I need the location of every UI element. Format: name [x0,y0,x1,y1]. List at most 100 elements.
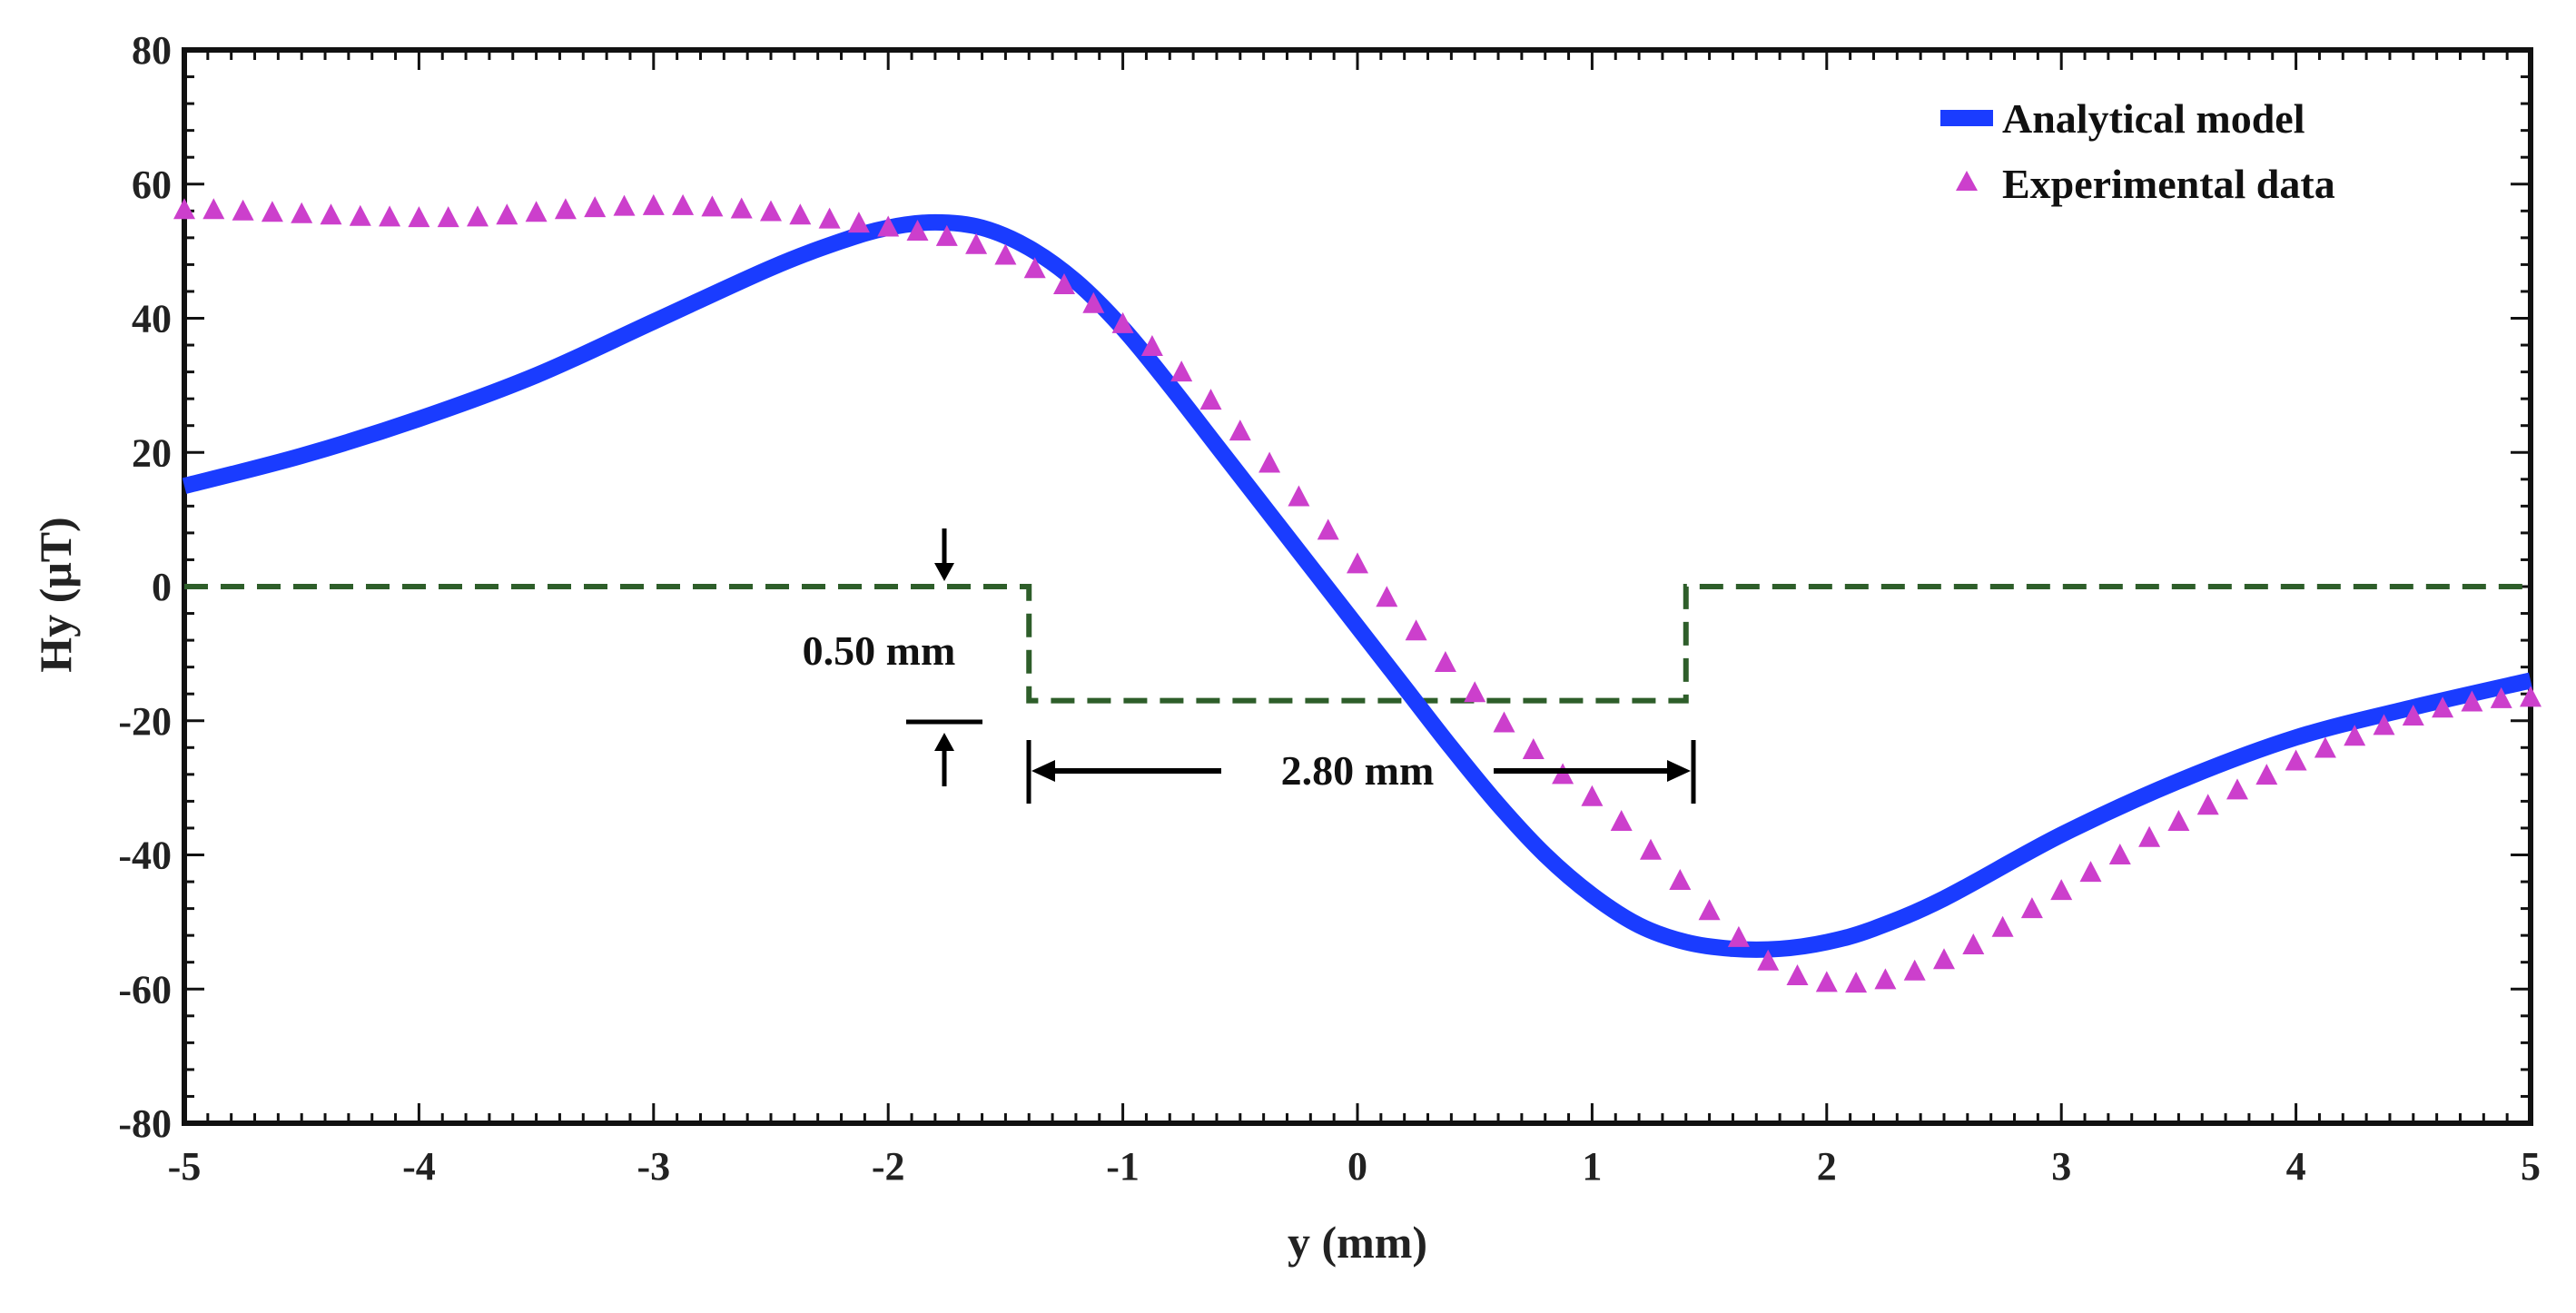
experimental-point [1376,586,1398,607]
experimental-point [1199,389,1222,410]
x-tick-label: 2 [1817,1144,1837,1189]
experimental-point [320,203,342,225]
experimental-point [789,203,812,225]
legend-label-analytical: Analytical model [2002,95,2305,142]
experimental-point [2079,861,2102,883]
y-tick-label: 60 [132,163,172,207]
depth-arrow-top-head [934,563,954,581]
experimental-point [2432,696,2454,718]
experimental-point [1903,959,1926,981]
y-tick-label: 80 [132,28,172,73]
experimental-point [2461,690,2483,712]
experimental-point [994,243,1017,265]
width-left-head [1031,760,1055,782]
depth-annotation: 0.50 mm [803,528,982,786]
experimental-point [2226,778,2248,800]
experimental-point [1317,518,1339,540]
experimental-point [379,205,401,227]
experimental-point [496,203,518,225]
legend-triangle-swatch [1956,171,1978,191]
experimental-point [877,215,900,237]
x-axis-title: y (mm) [1288,1217,1427,1268]
experimental-point [1991,915,2014,937]
y-axis-title: Hy (μT) [30,517,81,672]
legend-label-experimental: Experimental data [2002,161,2335,207]
notch-profile-layer [184,584,2531,704]
y-tick-label: -40 [118,834,172,878]
experimental-point [760,200,782,222]
experimental-point [965,232,988,254]
experimental-point [408,206,430,228]
experimental-point [672,193,695,215]
experimental-point [1347,552,1368,574]
experimental-point [1757,949,1780,971]
experimental-point [2373,714,2395,735]
experimental-point [2167,810,2190,832]
experimental-point [1727,925,1750,947]
x-tick-label: 4 [2286,1144,2306,1189]
analytical-model-line [182,213,2533,958]
depth-label: 0.50 mm [803,627,956,674]
experimental-point [935,224,958,246]
experimental-point [1640,838,1662,860]
experimental-point [1023,257,1046,279]
experimental-point [847,212,870,233]
x-tick-label: -3 [637,1144,670,1189]
experimental-point [2020,897,2043,919]
y-tick-label: 0 [152,565,172,609]
experimental-point [349,204,371,226]
experimental-point [232,199,254,221]
experimental-point [2108,843,2131,864]
x-tick-label: -1 [1106,1144,1140,1189]
depth-arrow-bottom-head [934,733,954,751]
experimental-point [1258,451,1281,473]
experimental-point [1493,711,1515,733]
width-annotation: 2.80 mm [1026,740,1696,804]
experimental-point [2314,736,2336,758]
experimental-point [1288,485,1310,507]
series-layer [173,193,2541,993]
x-tick-label: -4 [402,1144,436,1189]
experimental-point [173,198,195,220]
y-tick-label: -20 [118,699,172,744]
x-tick-label: -5 [168,1144,202,1189]
experimental-point [1698,899,1721,921]
experimental-point [1170,360,1193,382]
experimental-point [2196,794,2219,815]
experimental-point [642,193,665,215]
x-tick-label: 0 [1347,1144,1367,1189]
experimental-point [2050,879,2073,901]
experimental-point [730,197,753,219]
x-tick-label: -2 [872,1144,905,1189]
experimental-point [467,205,489,227]
x-tick-label: 1 [1582,1144,1602,1189]
experimental-point [584,196,607,218]
y-tick-label: -60 [118,967,172,1012]
experimental-point [2285,749,2307,771]
experimental-point [1581,785,1604,806]
experimental-point [261,201,283,222]
experimental-point [1405,619,1427,641]
experimental-point [613,194,636,216]
width-right-head [1667,760,1691,782]
experimental-point [2490,686,2512,708]
experimental-point [1140,335,1163,357]
ticks-layer: -5 -4 -3 -2 -1 0 1 2 3 4 5 80 60 40 20 0 -20 -40 -60 -80 [118,28,2541,1189]
experimental-point [1610,810,1633,832]
experimental-point [701,195,724,217]
y-tick-label: 20 [132,430,172,475]
x-tick-label: 3 [2051,1144,2071,1189]
experimental-point [1434,650,1456,672]
x-tick-label: 5 [2521,1144,2541,1189]
experimental-point [1962,933,1985,954]
experimental-point [1933,948,1955,970]
experimental-point [554,198,577,220]
experimental-point [1229,420,1251,441]
y-tick-label: 40 [132,297,172,341]
experimental-point [2520,686,2541,707]
experimental-point [1111,311,1134,333]
experimental-point [1815,971,1838,992]
notch-profile-line [184,584,2531,704]
experimental-point [1464,681,1486,703]
